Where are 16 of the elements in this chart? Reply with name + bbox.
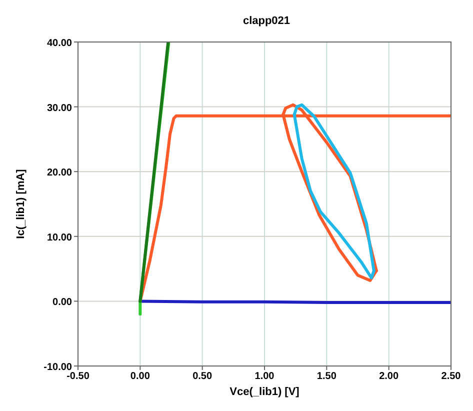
x-axis-title: Vce(_lib1) [V] bbox=[230, 386, 300, 398]
y-tick-label: 0.00 bbox=[52, 297, 72, 308]
x-tick-label: 0.50 bbox=[192, 371, 212, 382]
y-tick-label: 30.00 bbox=[46, 102, 72, 114]
y-tick-label: 10.00 bbox=[46, 232, 72, 244]
y-tick-label: -10.00 bbox=[44, 362, 72, 373]
y-tick-label: 40.00 bbox=[46, 38, 72, 49]
x-tick-label: 2.50 bbox=[441, 371, 462, 382]
y-axis-title: Ic(_lib1) [mA] bbox=[15, 168, 27, 239]
x-tick-label: 1.00 bbox=[254, 371, 275, 382]
x-tick-label: -0.50 bbox=[66, 371, 90, 382]
chart-title: clapp021 bbox=[242, 15, 290, 27]
x-tick-label: 0.00 bbox=[130, 371, 150, 382]
y-tick-label: 20.00 bbox=[46, 168, 72, 179]
x-tick-label: 2.00 bbox=[379, 371, 399, 382]
x-tick-label: 1.50 bbox=[316, 371, 337, 382]
